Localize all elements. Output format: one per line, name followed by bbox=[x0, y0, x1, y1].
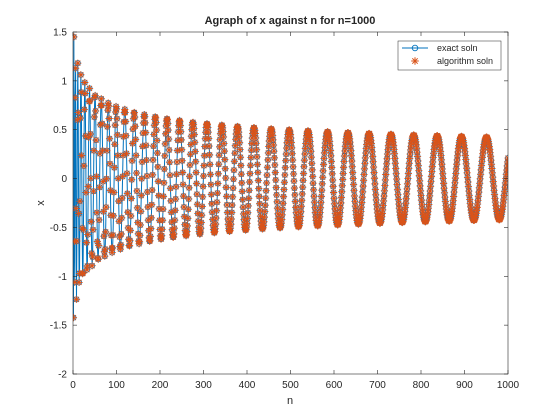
x-tick-label: 700 bbox=[369, 380, 386, 391]
x-tick-label: 900 bbox=[456, 380, 473, 391]
x-tick-label: 400 bbox=[239, 380, 256, 391]
y-tick-label: -1 bbox=[58, 272, 67, 283]
asterisk-icon bbox=[411, 57, 419, 65]
x-axis-label: n bbox=[287, 395, 293, 407]
legend-algorithm-marker bbox=[411, 57, 419, 65]
x-tick-label: 0 bbox=[70, 380, 76, 391]
x-tick-label: 500 bbox=[282, 380, 299, 391]
chart-title: Agraph of x against n for n=1000 bbox=[205, 15, 376, 27]
y-tick-label: -0.5 bbox=[50, 223, 68, 234]
y-tick-label: -2 bbox=[58, 370, 67, 381]
series-layer bbox=[73, 33, 508, 322]
x-tick-label: 300 bbox=[195, 380, 212, 391]
y-tick-label: 1.5 bbox=[53, 28, 67, 39]
legend-exact-label: exact soln bbox=[437, 43, 478, 53]
y-tick-label: 1 bbox=[61, 76, 67, 87]
x-tick-label: 800 bbox=[413, 380, 430, 391]
plot-area bbox=[73, 32, 508, 374]
x-tick-label: 600 bbox=[326, 380, 343, 391]
legend[interactable]: exact soln algorithm soln bbox=[397, 40, 502, 71]
x-tick-label: 200 bbox=[152, 380, 169, 391]
x-tick-label: 1000 bbox=[497, 380, 520, 391]
y-tick-label: 0.5 bbox=[53, 125, 67, 136]
legend-algorithm-label: algorithm soln bbox=[437, 56, 493, 66]
y-tick-label: -1.5 bbox=[50, 321, 68, 332]
y-tick-label: 0 bbox=[61, 174, 67, 185]
y-axis-label: x bbox=[35, 200, 47, 206]
x-tick-label: 100 bbox=[108, 380, 125, 391]
